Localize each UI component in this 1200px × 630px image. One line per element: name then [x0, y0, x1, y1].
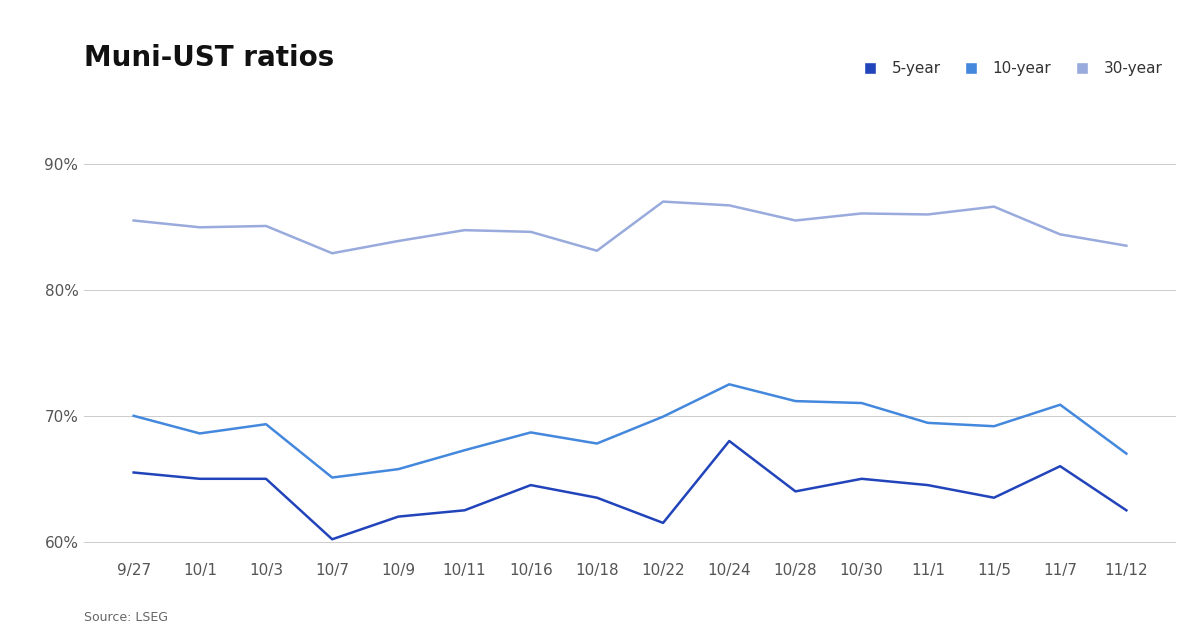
Text: Source: LSEG: Source: LSEG	[84, 610, 168, 624]
Legend: 5-year, 10-year, 30-year: 5-year, 10-year, 30-year	[848, 55, 1169, 82]
Text: Muni-UST ratios: Muni-UST ratios	[84, 44, 335, 72]
